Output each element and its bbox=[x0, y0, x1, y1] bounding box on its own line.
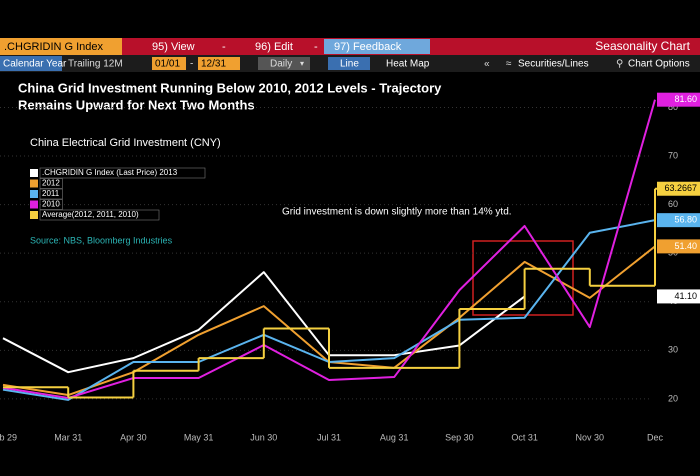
last-value-box bbox=[657, 239, 700, 254]
legend-box bbox=[39, 199, 63, 210]
last-value-box bbox=[657, 92, 700, 107]
options-icon: ⚲ bbox=[616, 59, 623, 70]
line-box[interactable] bbox=[328, 57, 370, 70]
frequency[interactable]: Daily bbox=[270, 59, 292, 70]
x-tick-label: Jul 31 bbox=[317, 432, 341, 442]
x-tick-label: Feb 29 bbox=[0, 432, 17, 442]
securities-icon: ≈ bbox=[506, 59, 512, 70]
feedback-box[interactable] bbox=[324, 39, 430, 54]
legend-box bbox=[39, 209, 160, 221]
separator: - bbox=[314, 41, 318, 53]
chart-title-line2: Remains Upward for Next Two Months bbox=[18, 97, 255, 112]
x-tick-label: Mar 31 bbox=[54, 432, 82, 442]
last-value-box bbox=[657, 213, 700, 228]
mode-box[interactable] bbox=[0, 56, 62, 71]
y-tick-label: 20 bbox=[668, 393, 678, 403]
legend-label: .CHGRIDIN G Index (Last Price) 2013 bbox=[42, 168, 178, 177]
legend-swatch bbox=[30, 200, 38, 209]
start-date[interactable]: 01/01 bbox=[155, 59, 180, 70]
legend-label: 2010 bbox=[42, 200, 60, 209]
menu-view[interactable]: 95) View bbox=[152, 41, 195, 53]
x-tick-label: Apr 30 bbox=[120, 432, 147, 442]
legend-swatch bbox=[30, 211, 38, 219]
legend-swatch bbox=[30, 179, 38, 188]
series-line bbox=[2, 99, 656, 399]
menu-edit[interactable]: 96) Edit bbox=[255, 41, 293, 53]
annotation: Grid investment is down slightly more th… bbox=[282, 207, 512, 218]
security-box[interactable] bbox=[0, 38, 122, 55]
screen-title: Seasonality Chart bbox=[595, 39, 690, 53]
y-tick-label: 80 bbox=[668, 102, 678, 112]
y-tick-label: 30 bbox=[668, 345, 678, 355]
x-tick-label: Oct 31 bbox=[511, 432, 538, 442]
collapse-icon[interactable]: « bbox=[484, 59, 490, 70]
last-value-label: 51.40 bbox=[674, 241, 697, 251]
x-tick-label: May 31 bbox=[184, 432, 214, 442]
y-tick-label: 60 bbox=[668, 199, 678, 209]
start-box[interactable] bbox=[152, 57, 186, 70]
legend-label: Average(2012, 2011, 2010) bbox=[42, 210, 139, 219]
legend-label: 2011 bbox=[42, 189, 60, 198]
source: Source: NBS, Bloomberg Industries bbox=[30, 235, 173, 245]
legend-swatch bbox=[30, 190, 38, 198]
date-dash: - bbox=[190, 59, 193, 70]
end-box[interactable] bbox=[198, 57, 240, 70]
separator: - bbox=[222, 41, 226, 53]
frequency-box[interactable] bbox=[258, 57, 310, 70]
last-value-label: 63.2667 bbox=[664, 183, 697, 193]
legend-box bbox=[39, 188, 63, 200]
last-value-label: 41.10 bbox=[674, 291, 697, 301]
legend-swatch bbox=[30, 169, 38, 177]
y-tick-label: 70 bbox=[668, 150, 678, 160]
x-tick-label: Nov 30 bbox=[576, 432, 605, 442]
heatmap-button[interactable]: Heat Map bbox=[386, 59, 430, 70]
legend-box bbox=[39, 178, 63, 189]
last-value-box bbox=[657, 181, 700, 196]
chart-title: China Grid Investment Running Below 2010… bbox=[18, 80, 442, 95]
end-date[interactable]: 12/31 bbox=[201, 59, 226, 70]
last-value-label: 81.60 bbox=[674, 94, 697, 104]
security[interactable]: .CHGRIDIN G Index bbox=[4, 41, 104, 53]
x-tick-label: Jun 30 bbox=[250, 432, 277, 442]
x-tick-label: Aug 31 bbox=[380, 432, 409, 442]
last-value-box bbox=[657, 289, 700, 304]
x-tick-label: Dec bbox=[647, 432, 664, 442]
legend-label: 2012 bbox=[42, 179, 60, 188]
series-line bbox=[2, 271, 526, 374]
options-button[interactable]: Chart Options bbox=[628, 59, 690, 70]
menu-feedback[interactable]: 97) Feedback bbox=[334, 41, 402, 53]
x-tick-label: Sep 30 bbox=[445, 432, 474, 442]
line-button[interactable]: Line bbox=[340, 59, 359, 70]
mode[interactable]: Calendar Year bbox=[3, 59, 67, 70]
dropdown-arrow: ▾ bbox=[300, 59, 304, 68]
securities-button[interactable]: Securities/Lines bbox=[518, 59, 589, 70]
last-value-label: 56.80 bbox=[674, 215, 697, 225]
chart-subtitle: China Electrical Grid Investment (CNY) bbox=[30, 137, 221, 149]
trailing[interactable]: Trailing 12M bbox=[68, 59, 123, 70]
legend-box bbox=[39, 167, 206, 179]
